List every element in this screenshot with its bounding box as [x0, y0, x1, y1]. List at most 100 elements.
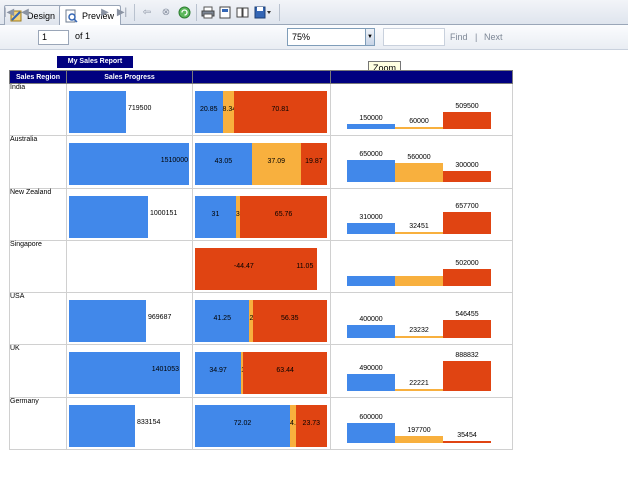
- column-value-label: 150000: [359, 115, 383, 123]
- page-number-input[interactable]: 1: [38, 30, 69, 45]
- stack-segment-label: 11.05: [296, 262, 314, 270]
- progress-value: 833154: [137, 418, 161, 426]
- stack-segment-label: 41.25: [213, 315, 231, 323]
- stacked-bar: 313.2465.76: [195, 195, 327, 238]
- stack-segment-label: 8.34: [222, 106, 237, 113]
- column-value-label: 657700: [455, 202, 479, 210]
- stop-icon[interactable]: ⊗: [161, 7, 171, 18]
- stack-segment: 43.05: [195, 143, 252, 186]
- column-bar: [347, 159, 395, 182]
- export-icon[interactable]: [253, 0, 273, 25]
- refresh-icon[interactable]: [177, 0, 191, 25]
- sales-progress-cell: 1510000: [66, 135, 193, 189]
- column-bar: [395, 162, 443, 182]
- column-chart-cell: 310000 32451 657700: [330, 187, 513, 241]
- tab-preview[interactable]: Preview: [59, 5, 122, 26]
- column-bar: [347, 223, 395, 234]
- stack-segment: 72.02: [195, 404, 291, 447]
- last-page-icon[interactable]: ▶|: [116, 7, 128, 18]
- find-next-link[interactable]: Next: [484, 32, 503, 42]
- zoom-select[interactable]: 75%: [287, 28, 375, 46]
- column-value-label: 546455: [455, 311, 479, 319]
- sales-progress-cell: [66, 239, 193, 294]
- stacked-bar: 20.85 8.34 70.81: [195, 91, 327, 133]
- sales-progress-cell: 1000151: [66, 187, 193, 241]
- print-icon[interactable]: [200, 0, 215, 25]
- column-value-label: 23232: [409, 327, 429, 335]
- stack-segment: 70.81: [233, 91, 327, 133]
- stack-segment: -44.47: [195, 247, 293, 290]
- percent-stack-cell: 313.2465.76: [192, 187, 331, 241]
- page-setup-icon[interactable]: [235, 0, 249, 25]
- back-icon[interactable]: ⇦: [142, 7, 152, 18]
- region-cell: Singapore: [9, 239, 67, 294]
- report-title: My Sales Report: [57, 56, 133, 68]
- column-value-label: 197700: [407, 427, 431, 435]
- print-layout-icon[interactable]: [218, 0, 232, 25]
- stack-segment: 63.44: [243, 352, 327, 395]
- sales-progress-cell: 1401053: [66, 344, 193, 398]
- chevron-down-icon[interactable]: ▼: [365, 29, 374, 45]
- tab-strip: Design Preview: [0, 0, 628, 26]
- tab-design-label: Design: [27, 10, 56, 21]
- progress-value: 1510000: [160, 157, 188, 165]
- column-bar: [443, 441, 491, 444]
- column-bar: [347, 422, 395, 444]
- column-bar: [347, 324, 395, 339]
- column-bar: [443, 171, 491, 182]
- header-column-chart: [330, 70, 513, 84]
- column-value-label: 60000: [409, 118, 429, 126]
- table-row: USA 969687 41.252.456.35 400000 23232 546455: [9, 292, 513, 346]
- find-input[interactable]: [383, 28, 445, 46]
- stack-segment: 11.05: [292, 247, 317, 290]
- sales-progress-cell: 969687: [66, 292, 193, 346]
- region-cell: UK: [9, 344, 67, 398]
- column-bar: [443, 320, 491, 339]
- column-value-label: 22221: [409, 379, 429, 387]
- first-page-icon[interactable]: |◀: [3, 7, 15, 18]
- column-bar: [347, 276, 395, 287]
- stack-segment-label: 34.97: [209, 367, 227, 375]
- column-value-label: 310000: [359, 214, 383, 222]
- column-value-label: 600000: [359, 413, 383, 421]
- tab-preview-label: Preview: [82, 11, 115, 21]
- next-page-icon[interactable]: ▶: [101, 7, 109, 18]
- stack-segment-label: 37.09: [267, 158, 286, 166]
- percent-stack-cell: 34.971.5963.44: [192, 344, 331, 398]
- progress-bar: [69, 143, 189, 186]
- stack-segment-label: 65.76: [274, 210, 293, 218]
- stack-segment: 37.09: [251, 143, 301, 186]
- column-bar: [347, 124, 395, 130]
- stack-segment-label: -44.47: [233, 262, 254, 270]
- table-row: Germany 833154 72.024.2623.73 600000 197700 3…: [9, 396, 513, 451]
- sales-progress-cell: 833154: [66, 396, 193, 451]
- column-bar: [395, 436, 443, 444]
- column-bar: [443, 211, 491, 234]
- column-bar: [395, 336, 443, 339]
- table-row: UK 1401053 34.971.5963.44 490000 22221 888832: [9, 344, 513, 398]
- header-sales-progress: Sales Progress: [66, 70, 193, 84]
- sales-report-table: Sales Region Sales Progress India 719500 2…: [9, 70, 513, 451]
- table-row: Singapore -44.47 11.05 502000: [9, 239, 513, 294]
- table-row: India 719500 20.85 8.34 70.81 150000 60000 5095…: [9, 82, 513, 137]
- stack-segment: 19.87: [300, 143, 327, 186]
- column-bar: [443, 112, 491, 130]
- stack-segment: 8.34: [222, 91, 237, 133]
- find-link[interactable]: Find: [450, 32, 468, 42]
- previous-page-icon[interactable]: ◀: [21, 7, 29, 18]
- stacked-bar: 72.024.2623.73: [195, 404, 327, 447]
- region-cell: Germany: [9, 396, 67, 451]
- region-cell: USA: [9, 292, 67, 346]
- column-value-label: 509500: [455, 103, 479, 111]
- region-cell: India: [9, 82, 67, 137]
- progress-value: 719500: [128, 105, 152, 112]
- progress-bar: [69, 195, 148, 238]
- column-bar: [443, 360, 491, 391]
- column-bar: [443, 269, 491, 287]
- stack-segment-label: 19.87: [305, 158, 323, 166]
- percent-stack-cell: 43.05 37.09 19.87: [192, 135, 331, 189]
- report-header-row: Sales Region Sales Progress: [9, 70, 513, 84]
- region-cell: New Zealand: [9, 187, 67, 241]
- progress-bar: [69, 404, 135, 447]
- design-icon: [9, 9, 23, 23]
